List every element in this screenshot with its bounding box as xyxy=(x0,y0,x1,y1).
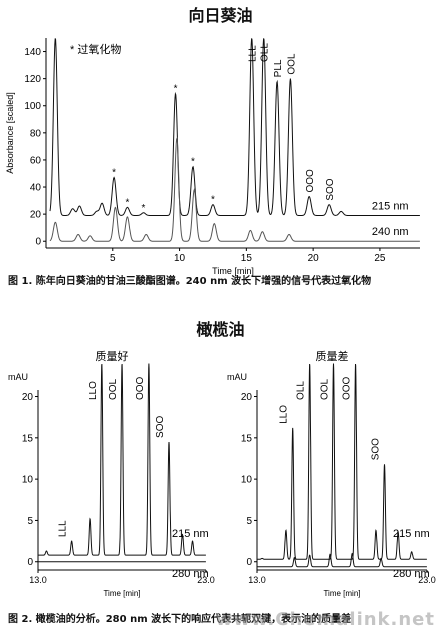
y-tick-label: 15 xyxy=(241,433,253,444)
y-tick-label: 0 xyxy=(27,557,33,568)
y-tick-label: 140 xyxy=(24,47,41,58)
peak-label: OOO xyxy=(342,376,353,400)
series-label: 280 nm xyxy=(393,568,430,580)
figure1-title: 向日葵油 xyxy=(188,6,253,25)
peak-label: SOO xyxy=(371,438,382,460)
y-axis-label: mAU xyxy=(8,372,28,382)
y-tick-label: 0 xyxy=(246,557,252,568)
y-axis-label: Absorbance [scaled] xyxy=(5,92,15,174)
x-tick-label: 13.0 xyxy=(248,575,266,585)
olive-good-chart: 质量好 mAU 0 5 10 15 20 13.0 23.0 Time [min] 215 nm 28… xyxy=(8,349,215,598)
peak-label: SOO xyxy=(155,416,166,438)
sunflower-chart: 0 20 40 60 80 100 120 140 5 10 15 20 25 Time [min] Abs… xyxy=(5,38,420,276)
y-tick-label: 0 xyxy=(35,237,41,248)
y-tick-label: 40 xyxy=(30,183,42,194)
figure2-title: 橄榄油 xyxy=(196,320,245,339)
x-tick-label: 23.0 xyxy=(197,575,215,585)
peak-label: LLO xyxy=(88,381,99,400)
peak-label: LLL xyxy=(58,520,69,537)
peak-label: OOL xyxy=(320,378,331,400)
series-0-line xyxy=(49,38,420,216)
panel-title: 质量好 xyxy=(96,349,129,363)
peroxide-marker: * xyxy=(191,157,195,168)
watermark: www.Chemalink.net xyxy=(215,609,435,630)
peak-label: OLL xyxy=(260,43,271,62)
y-tick-label: 15 xyxy=(22,433,34,444)
series-label: 280 nm xyxy=(172,568,209,580)
series-label: 240 nm xyxy=(372,226,409,238)
peak-label: OOL xyxy=(286,53,297,75)
olive-poor-chart: 质量差 mAU 0 5 10 15 20 13.0 23.0 Time [min] 215 nm 28… xyxy=(227,349,436,598)
peak-label: OOO xyxy=(135,376,146,400)
x-axis-label: Time [min] xyxy=(103,589,140,598)
peroxide-marker: * xyxy=(211,195,215,206)
panel-title: 质量差 xyxy=(316,349,349,363)
x-tick-label: 5 xyxy=(110,253,116,264)
y-tick-label: 60 xyxy=(30,155,42,166)
series-label: 215 nm xyxy=(172,528,209,540)
y-tick-label: 5 xyxy=(246,516,252,527)
figure2-caption: 图 2. 橄榄油的分析。280 nm 波长下的响应代表共轭双键，表示油的质量差 xyxy=(8,614,352,625)
y-tick-label: 20 xyxy=(241,392,253,403)
legend-note: * 过氧化物 xyxy=(70,42,121,56)
figure1-caption: 图 1. 陈年向日葵油的甘油三酸酯图谱。240 nm 波长下增强的信号代表过氧化… xyxy=(8,276,372,287)
series-label: 215 nm xyxy=(393,528,430,540)
series-label: 215 nm xyxy=(372,200,409,212)
peroxide-marker: * xyxy=(112,168,116,179)
x-tick-label: 23.0 xyxy=(418,575,436,585)
series-1-line xyxy=(49,136,420,242)
y-tick-label: 10 xyxy=(22,475,34,486)
series-0-line xyxy=(38,363,206,556)
x-tick-label: 25 xyxy=(374,253,386,264)
peroxide-marker: * xyxy=(174,84,178,95)
y-tick-label: 100 xyxy=(24,101,41,112)
y-tick-label: 20 xyxy=(30,210,42,221)
y-tick-label: 120 xyxy=(24,74,41,85)
x-axis-label: Time [min] xyxy=(323,589,360,598)
peak-label: LLL xyxy=(248,45,259,62)
y-tick-label: 10 xyxy=(241,475,253,486)
peak-label: SOO xyxy=(325,178,336,200)
x-tick-label: 10 xyxy=(174,253,186,264)
y-tick-label: 5 xyxy=(27,516,33,527)
x-tick-label: 15 xyxy=(241,253,253,264)
series-0-line xyxy=(257,363,427,560)
y-tick-label: 80 xyxy=(30,128,42,139)
peroxide-marker: * xyxy=(142,203,146,214)
x-tick-label: 20 xyxy=(308,253,320,264)
x-axis-label: Time [min] xyxy=(212,266,254,276)
peak-label: OOL xyxy=(108,378,119,400)
series-1-line xyxy=(257,552,427,568)
peak-label: OLL xyxy=(296,381,307,400)
x-tick-label: 13.0 xyxy=(29,575,47,585)
peak-label: OOO xyxy=(305,169,316,193)
peroxide-marker: * xyxy=(126,197,130,208)
peak-label: PLL xyxy=(273,59,284,77)
y-axis-label: mAU xyxy=(227,372,247,382)
peak-label: LLO xyxy=(279,405,290,424)
y-tick-label: 20 xyxy=(22,392,34,403)
